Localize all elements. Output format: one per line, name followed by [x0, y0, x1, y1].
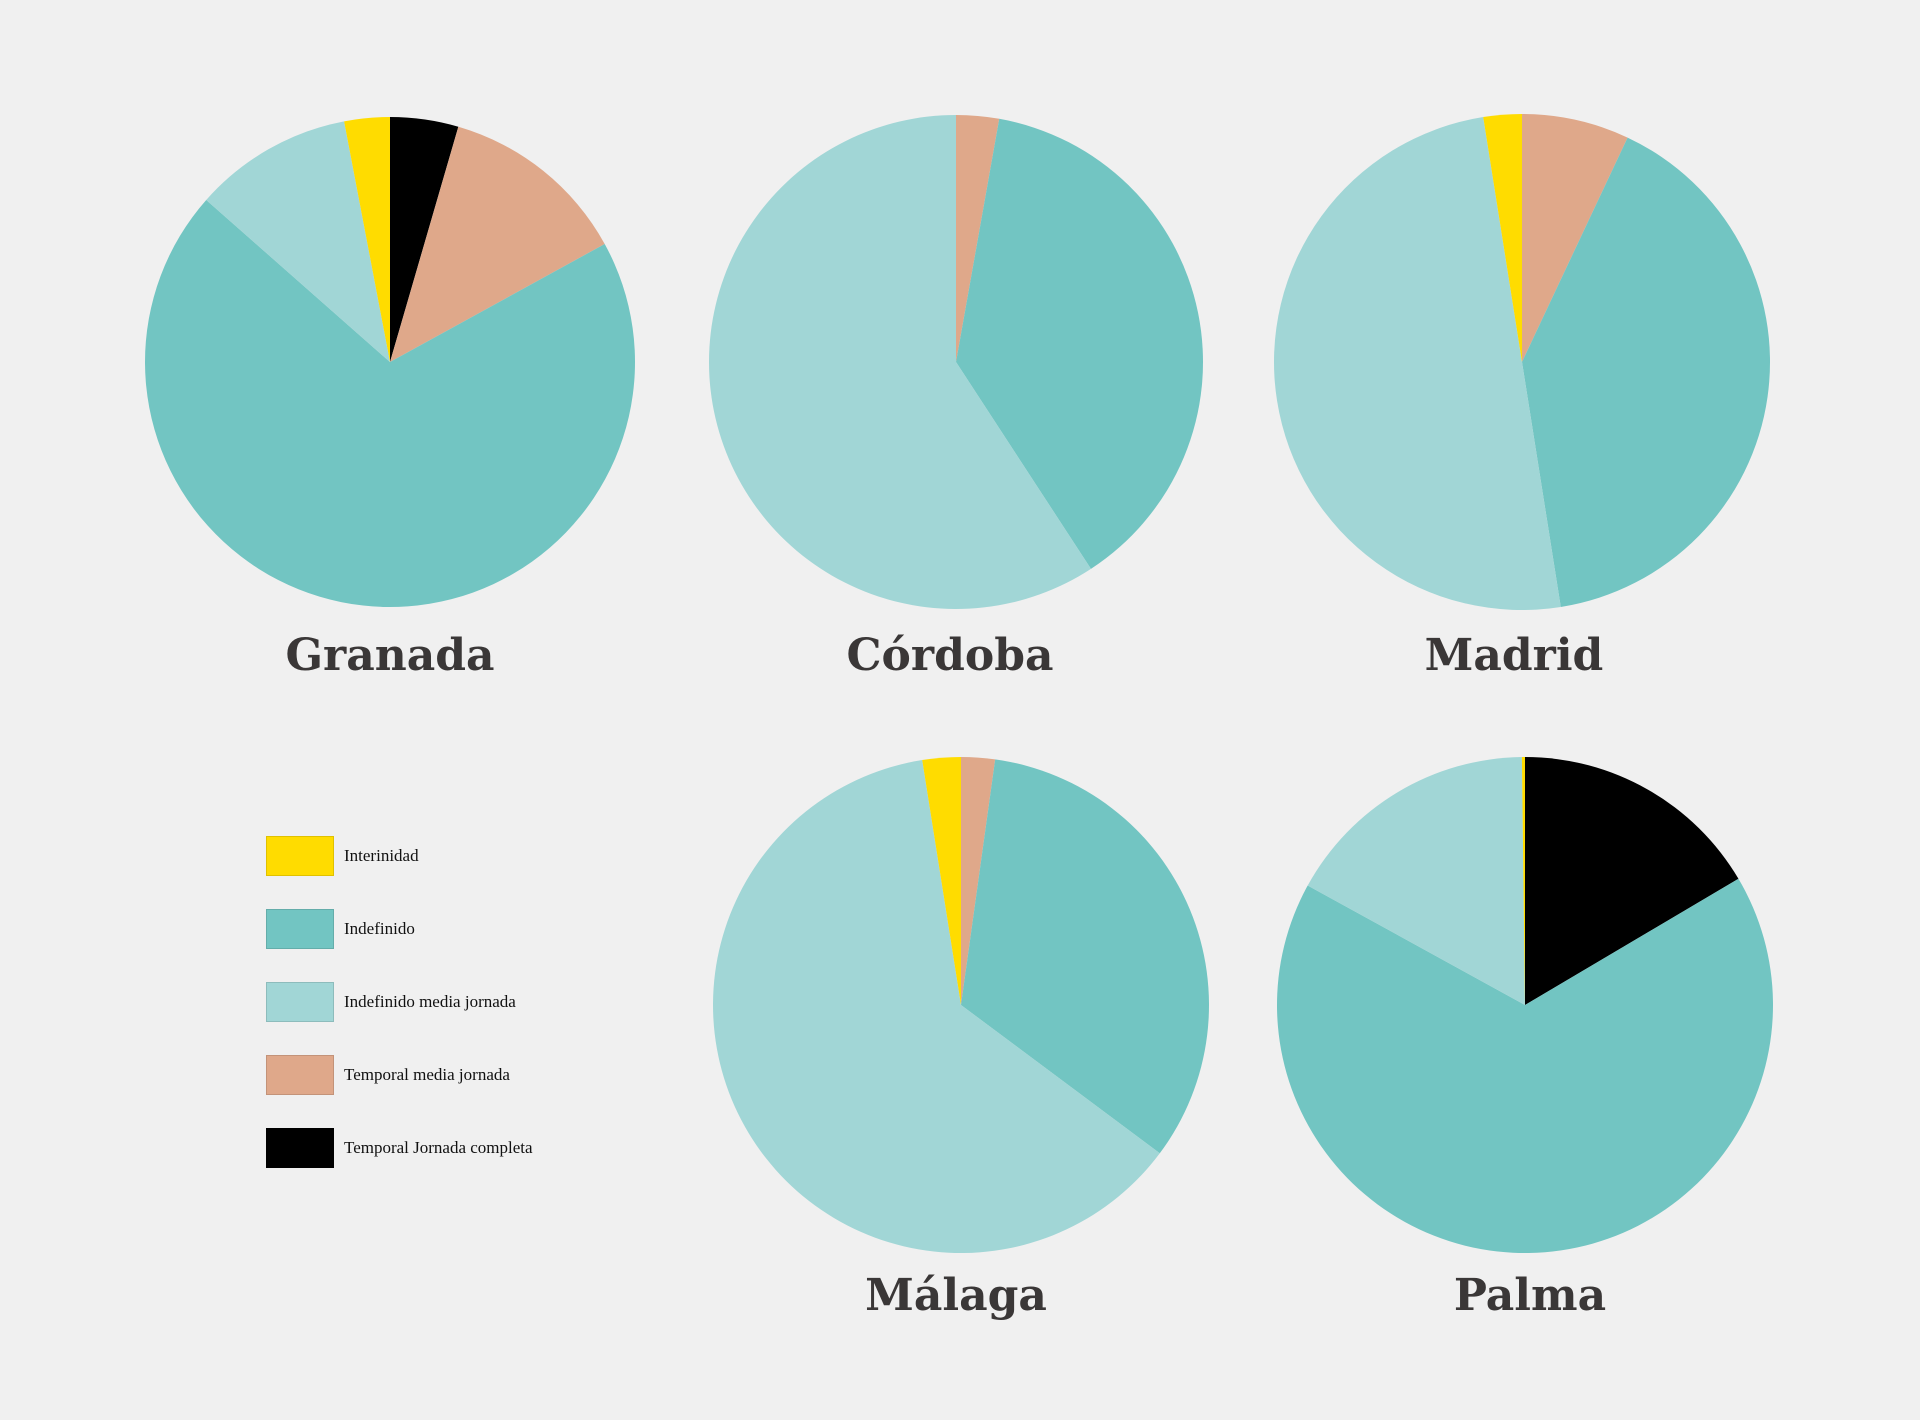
- pie-slice-madrid-indefinido: [1522, 137, 1771, 607]
- pie-slice-malaga-indefinido-media: [713, 760, 1160, 1253]
- pie-slice-cordoba-temporal-media: [956, 115, 1000, 362]
- pie-cordoba: Córdoba: [709, 115, 1204, 681]
- pie-slice-palma-temporal-completa: [1525, 757, 1739, 1005]
- pie-malaga: Málaga: [713, 757, 1209, 1321]
- pie-title-malaga: Málaga: [865, 1270, 1047, 1321]
- pie-slice-palma-indefinido-media: [1307, 757, 1525, 1005]
- pie-slice-granada-indefinido-media: [206, 121, 390, 362]
- legend: Interinidad Indefinido Indefinido media jo…: [266, 836, 533, 1201]
- legend-item-temporal-media: Temporal media jornada: [266, 1055, 533, 1095]
- legend-label: Temporal Jornada completa: [344, 1138, 533, 1157]
- pie-slice-madrid-temporal-media: [1522, 114, 1628, 362]
- legend-swatch: [266, 982, 334, 1022]
- legend-item-interinidad: Interinidad: [266, 836, 533, 876]
- pie-palma: Palma: [1277, 757, 1774, 1321]
- legend-item-temporal-completa: Temporal Jornada completa: [266, 1128, 533, 1168]
- pie-slice-palma-indefinido: [1277, 878, 1774, 1254]
- legend-label: Indefinido media jornada: [344, 992, 516, 1011]
- pie-title-palma: Palma: [1454, 1270, 1606, 1321]
- pie-title-madrid: Madrid: [1425, 630, 1604, 681]
- pie-slice-malaga-interinidad: [922, 757, 961, 1005]
- legend-label: Indefinido: [344, 919, 415, 938]
- pie-slice-madrid-indefinido-media: [1273, 117, 1561, 611]
- pie-granada: Granada: [145, 117, 636, 681]
- pie-slice-madrid-interinidad: [1483, 114, 1522, 362]
- legend-swatch: [266, 909, 334, 949]
- pie-slice-malaga-indefinido: [961, 759, 1209, 1154]
- legend-label: Temporal media jornada: [344, 1065, 510, 1084]
- legend-swatch: [266, 836, 334, 876]
- pie-slice-malaga-temporal-media: [961, 757, 996, 1005]
- pie-slice-cordoba-indefinido-media: [709, 115, 1091, 609]
- pie-slice-granada-temporal-media: [390, 126, 605, 362]
- pie-title-cordoba: Córdoba: [847, 630, 1054, 681]
- pie-slice-palma-interinidad: [1521, 757, 1525, 1005]
- legend-item-indefinido-media: Indefinido media jornada: [266, 982, 533, 1022]
- legend-swatch: [266, 1128, 334, 1168]
- pie-title-granada: Granada: [285, 630, 494, 681]
- legend-item-indefinido: Indefinido: [266, 909, 533, 949]
- legend-label: Interinidad: [344, 846, 419, 865]
- pie-slice-granada-temporal-completa: [390, 117, 459, 362]
- legend-swatch: [266, 1055, 334, 1095]
- pie-slice-granada-interinidad: [344, 117, 390, 362]
- pie-slice-cordoba-indefinido: [956, 118, 1204, 569]
- pie-madrid: Madrid: [1273, 114, 1771, 681]
- pie-slice-granada-indefinido: [145, 199, 636, 607]
